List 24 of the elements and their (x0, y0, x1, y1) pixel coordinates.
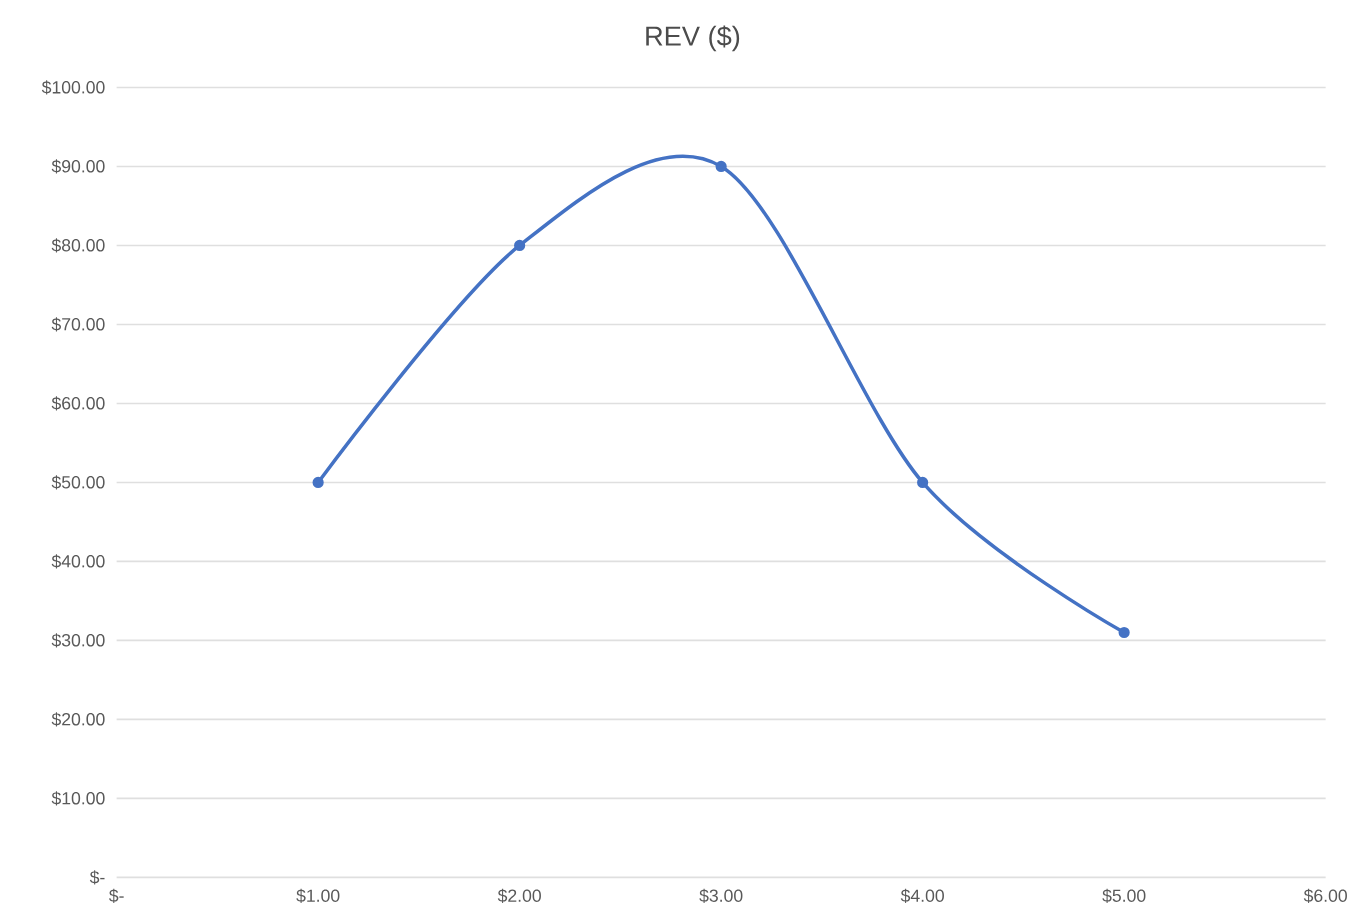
y-tick-label: $40.00 (51, 554, 105, 569)
point (917, 476, 929, 489)
x-tick-label: $- (109, 888, 124, 903)
x-tick-label: $1.00 (296, 888, 340, 903)
x-tick-label: $6.00 (1303, 888, 1347, 903)
point (514, 239, 526, 252)
y-tick-label: $10.00 (51, 791, 105, 806)
x-tick-label: $2.00 (497, 888, 541, 903)
y-tick-label: $100.00 (41, 80, 105, 95)
y-tick-label: $90.00 (51, 159, 105, 174)
point (715, 160, 727, 173)
y-tick-label: $- (89, 870, 105, 885)
chart-title: REV ($) (646, 25, 740, 52)
x-tick-label: $3.00 (699, 888, 743, 903)
y-tick-label: $70.00 (51, 317, 105, 332)
y-tick-label: $50.00 (51, 475, 105, 490)
y-tick-label: $20.00 (51, 712, 105, 727)
x-tick-label: $5.00 (1102, 888, 1146, 903)
y-tick-label: $30.00 (51, 633, 105, 648)
point (1118, 626, 1130, 639)
point (312, 476, 324, 489)
y-tick-label: $60.00 (51, 396, 105, 411)
x-tick-label: $4.00 (900, 888, 944, 903)
y-tick-label: $80.00 (51, 238, 105, 253)
